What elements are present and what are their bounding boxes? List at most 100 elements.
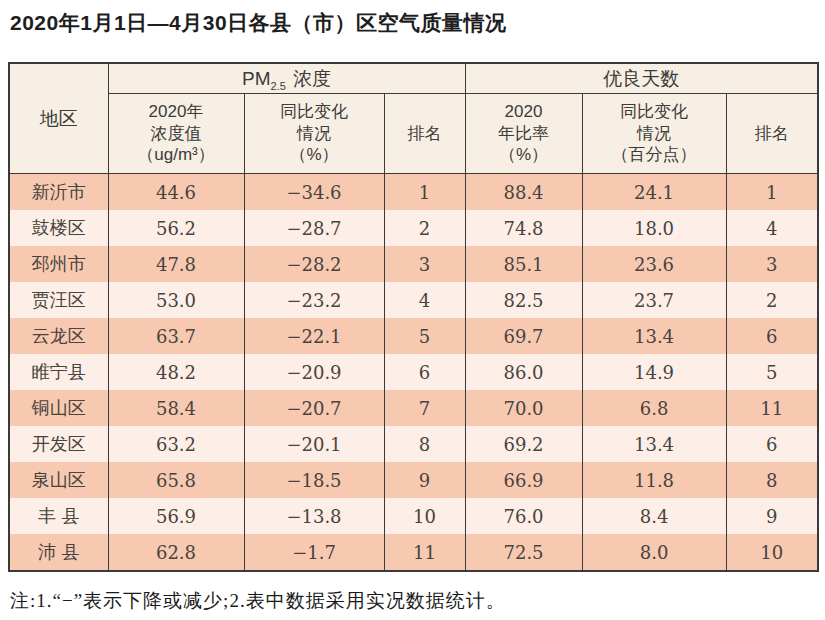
col-group-good-days: 优良天数	[465, 63, 818, 94]
ratio-change-cell: 13.4	[582, 426, 726, 462]
pm25-value-cell: 58.4	[108, 390, 244, 426]
pm25-group-suffix: 浓度	[293, 68, 331, 89]
pm25-change-cell: −23.2	[244, 282, 384, 318]
ratio-rank-cell: 1	[726, 174, 818, 211]
table-row: 邳州市 47.8 −28.2 3 85.1 23.6 3	[9, 246, 818, 282]
article-page: 2020年1月1日—4月30日各县（市）区空气质量情况 地区 PM2.5 浓度 优…	[0, 0, 825, 620]
ratio-change-cell: 18.0	[582, 210, 726, 246]
ratio-cell: 82.5	[465, 282, 582, 318]
region-cell: 开发区	[9, 426, 108, 462]
pm25-value-cell: 56.9	[108, 498, 244, 534]
ratio-cell: 72.5	[465, 534, 582, 571]
ratio-cell: 69.7	[465, 318, 582, 354]
pm25-rank-cell: 3	[384, 246, 465, 282]
table-row: 铜山区 58.4 −20.7 7 70.0 6.8 11	[9, 390, 818, 426]
pm25-rank-cell: 1	[384, 174, 465, 211]
pm25-value-cell: 63.2	[108, 426, 244, 462]
table-row: 沛 县 62.8 −1.7 11 72.5 8.0 10	[9, 534, 818, 571]
table-row: 贾汪区 53.0 −23.2 4 82.5 23.7 2	[9, 282, 818, 318]
col-header-region: 地区	[9, 63, 108, 174]
table-row: 云龙区 63.7 −22.1 5 69.7 13.4 6	[9, 318, 818, 354]
pm25-rank-cell: 4	[384, 282, 465, 318]
region-cell: 铜山区	[9, 390, 108, 426]
ratio-change-cell: 11.8	[582, 462, 726, 498]
ratio-cell: 85.1	[465, 246, 582, 282]
ratio-rank-cell: 11	[726, 390, 818, 426]
pm25-rank-cell: 7	[384, 390, 465, 426]
ratio-rank-cell: 3	[726, 246, 818, 282]
col-header-pm25-rank: 排名	[384, 94, 465, 174]
pm25-change-cell: −18.5	[244, 462, 384, 498]
pm25-rank-cell: 10	[384, 498, 465, 534]
region-cell: 鼓楼区	[9, 210, 108, 246]
pm25-value-cell: 63.7	[108, 318, 244, 354]
ratio-cell: 86.0	[465, 354, 582, 390]
pm25-rank-cell: 11	[384, 534, 465, 571]
ratio-rank-cell: 6	[726, 318, 818, 354]
col-group-pm25: PM2.5 浓度	[108, 63, 465, 94]
ratio-change-cell: 24.1	[582, 174, 726, 211]
pm25-change-cell: −28.7	[244, 210, 384, 246]
pm25-value-cell: 53.0	[108, 282, 244, 318]
ratio-change-cell: 23.6	[582, 246, 726, 282]
region-cell: 贾汪区	[9, 282, 108, 318]
pm25-value-cell: 65.8	[108, 462, 244, 498]
pm25-value-cell: 48.2	[108, 354, 244, 390]
pm25-group-prefix: PM	[242, 68, 271, 89]
header-sub-row: 2020年 浓度值 （ug/m³） 同比变化 情况 （%） 排名 2020 年比…	[9, 94, 818, 174]
region-cell: 邳州市	[9, 246, 108, 282]
pm25-change-cell: −20.1	[244, 426, 384, 462]
ratio-rank-cell: 6	[726, 426, 818, 462]
ratio-cell: 69.2	[465, 426, 582, 462]
ratio-change-cell: 8.0	[582, 534, 726, 571]
region-cell: 丰 县	[9, 498, 108, 534]
table-row: 开发区 63.2 −20.1 8 69.2 13.4 6	[9, 426, 818, 462]
air-quality-table: 地区 PM2.5 浓度 优良天数 2020年 浓度值 （ug/m³） 同比变化 情…	[8, 62, 819, 572]
col-header-ratio-rank: 排名	[726, 94, 818, 174]
header-group-row: 地区 PM2.5浓度 优良天数	[9, 63, 818, 94]
table-row: 新沂市 44.6 −34.6 1 88.4 24.1 1	[9, 174, 818, 211]
pm25-group-subscript: 2.5	[271, 79, 286, 91]
ratio-rank-cell: 9	[726, 498, 818, 534]
ratio-change-cell: 13.4	[582, 318, 726, 354]
region-cell: 沛 县	[9, 534, 108, 571]
ratio-rank-cell: 8	[726, 462, 818, 498]
table-row: 丰 县 56.9 −13.8 10 76.0 8.4 9	[9, 498, 818, 534]
table-header: 地区 PM2.5 浓度 优良天数 2020年 浓度值 （ug/m³） 同比变化 情…	[9, 63, 818, 174]
pm25-value-cell: 56.2	[108, 210, 244, 246]
pm25-change-cell: −22.1	[244, 318, 384, 354]
ratio-cell: 74.8	[465, 210, 582, 246]
table-row: 睢宁县 48.2 −20.9 6 86.0 14.9 5	[9, 354, 818, 390]
page-title: 2020年1月1日—4月30日各县（市）区空气质量情况	[10, 8, 817, 38]
pm25-value-cell: 47.8	[108, 246, 244, 282]
table-row: 鼓楼区 56.2 −28.7 2 74.8 18.0 4	[9, 210, 818, 246]
footnote: 注:1.“−”表示下降或减少;2.表中数据采用实况数据统计。	[10, 588, 817, 614]
pm25-rank-cell: 2	[384, 210, 465, 246]
ratio-rank-cell: 10	[726, 534, 818, 571]
ratio-rank-cell: 4	[726, 210, 818, 246]
ratio-cell: 66.9	[465, 462, 582, 498]
ratio-change-cell: 6.8	[582, 390, 726, 426]
ratio-cell: 70.0	[465, 390, 582, 426]
ratio-rank-cell: 5	[726, 354, 818, 390]
pm25-rank-cell: 8	[384, 426, 465, 462]
ratio-cell: 76.0	[465, 498, 582, 534]
col-header-pm25-value: 2020年 浓度值 （ug/m³）	[108, 94, 244, 174]
pm25-change-cell: −1.7	[244, 534, 384, 571]
region-cell: 云龙区	[9, 318, 108, 354]
col-header-pm25-change: 同比变化 情况 （%）	[244, 94, 384, 174]
pm25-change-cell: −13.8	[244, 498, 384, 534]
ratio-cell: 88.4	[465, 174, 582, 211]
ratio-change-cell: 14.9	[582, 354, 726, 390]
pm25-change-cell: −34.6	[244, 174, 384, 211]
pm25-change-cell: −20.9	[244, 354, 384, 390]
region-cell: 睢宁县	[9, 354, 108, 390]
col-header-ratio-change: 同比变化 情况 （百分点）	[582, 94, 726, 174]
ratio-change-cell: 23.7	[582, 282, 726, 318]
col-header-ratio: 2020 年比率 （%）	[465, 94, 582, 174]
pm25-change-cell: −28.2	[244, 246, 384, 282]
pm25-value-cell: 44.6	[108, 174, 244, 211]
pm25-rank-cell: 6	[384, 354, 465, 390]
region-cell: 新沂市	[9, 174, 108, 211]
ratio-change-cell: 8.4	[582, 498, 726, 534]
